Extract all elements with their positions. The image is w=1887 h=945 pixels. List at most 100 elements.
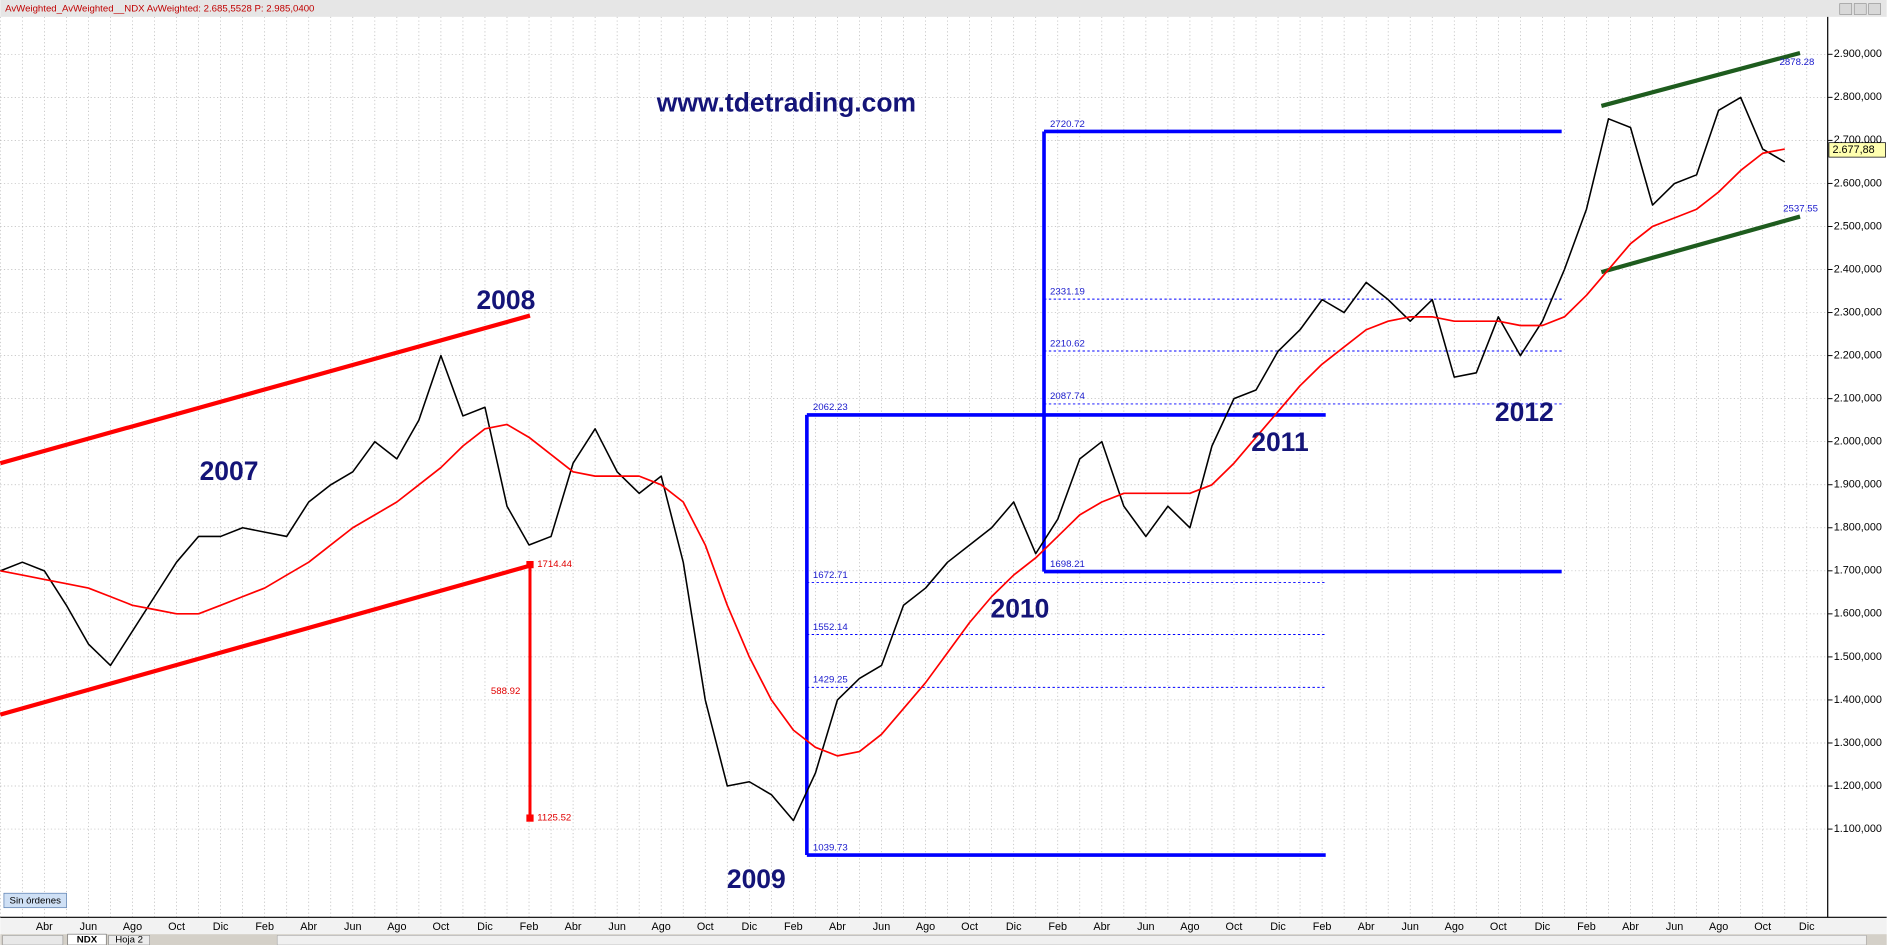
measure-label: 1714.44 [537, 559, 572, 570]
y-tick-label: 1.200,000 [1834, 780, 1882, 792]
y-tick-label: 2.100,000 [1834, 393, 1882, 405]
x-tick-label: Dic [477, 921, 493, 933]
measure-end [526, 560, 534, 569]
x-tick-label: Oct [1754, 921, 1771, 933]
x-tick-label: Ago [1445, 921, 1464, 933]
x-tick-label: Feb [1048, 921, 1067, 933]
x-axis-bar [0, 917, 1887, 935]
x-tick-label: Jun [873, 921, 890, 933]
x-tick-label: Jun [1666, 921, 1683, 933]
y-tick-label: 1.600,000 [1834, 608, 1882, 620]
y-tick-label: 2.800,000 [1834, 91, 1882, 103]
year-label: 2012 [1495, 397, 1554, 427]
x-tick-label: Abr [565, 921, 582, 933]
channel-line [1600, 50, 1801, 108]
x-tick-label: Feb [255, 921, 274, 933]
x-tick-label: Jun [1401, 921, 1418, 933]
x-tick-label: Dic [1006, 921, 1022, 933]
x-tick-label: Abr [829, 921, 846, 933]
x-tick-label: Dic [1535, 921, 1551, 933]
fib-label: 1672.71 [813, 570, 848, 581]
x-tick-label: Feb [784, 921, 803, 933]
grid [0, 16, 1828, 918]
x-tick-label: Oct [1490, 921, 1507, 933]
year-label: 2011 [1251, 427, 1308, 457]
x-tick-label: Oct [1226, 921, 1243, 933]
plot: 2062.23 1039.73 1672.71 1552.14 1429.25 2720.… [0, 50, 1818, 857]
series-line [0, 96, 1786, 822]
y-tick-label: 1.700,000 [1834, 565, 1882, 577]
window-button[interactable] [1868, 3, 1881, 15]
series-line [0, 148, 1785, 757]
x-tick-label: Abr [1093, 921, 1110, 933]
tab-nav[interactable] [2, 935, 64, 945]
fib-label: 1429.25 [813, 675, 848, 686]
channel-line [0, 313, 531, 466]
measure-label: 588.92 [491, 686, 520, 697]
y-tick-label: 1.800,000 [1834, 522, 1882, 534]
x-tick-label: Abr [1622, 921, 1639, 933]
measure-label: 1125.52 [537, 813, 571, 824]
status-button[interactable] [3, 892, 67, 909]
year-label: 2008 [476, 285, 535, 315]
x-tick-label: Dic [1270, 921, 1286, 933]
x-tick-label: Jun [80, 921, 97, 933]
x-tick-label: Oct [697, 921, 714, 933]
y-tick-label: 1.500,000 [1834, 651, 1882, 663]
fib-label: 1698.21 [1050, 559, 1085, 570]
watermark: www.tdetrading.com [656, 88, 916, 118]
price-label: 2878.28 [1780, 57, 1815, 68]
status-text: Sin órdenes [10, 896, 62, 907]
x-tick-label: Oct [168, 921, 185, 933]
x-tick-label: Feb [520, 921, 539, 933]
measure-end [526, 814, 534, 822]
year-label: 2009 [727, 864, 786, 894]
x-tick-label: Abr [36, 921, 53, 933]
y-tick-label: 2.000,000 [1834, 436, 1882, 448]
tab-label: Hoja 2 [115, 935, 143, 945]
x-tick-label: Feb [1577, 921, 1596, 933]
x-tick-label: Ago [387, 921, 406, 933]
x-tick-label: Dic [1799, 921, 1815, 933]
last-price-label: 2.677,88 [1833, 144, 1875, 156]
y-tick-label: 1.300,000 [1834, 737, 1882, 749]
x-tick-label: Oct [961, 921, 978, 933]
x-tick-label: Ago [123, 921, 142, 933]
x-tick-label: Jun [608, 921, 625, 933]
x-tick-label: Ago [1180, 921, 1199, 933]
x-tick-label: Jun [344, 921, 361, 933]
header-bar [0, 0, 1887, 17]
header-text: AvWeighted_AvWeighted__NDX AvWeighted: 2… [5, 4, 314, 15]
x-tick-label: Abr [300, 921, 317, 933]
scrollbar[interactable] [276, 935, 1867, 945]
y-tick-label: 2.500,000 [1834, 220, 1882, 232]
channel-line [0, 563, 531, 717]
y-tick-label: 1.900,000 [1834, 479, 1882, 491]
tab-label: NDX [77, 935, 98, 945]
x-tick-label: Ago [1709, 921, 1728, 933]
y-tick-label: 2.400,000 [1834, 263, 1882, 275]
window-button[interactable] [1839, 3, 1853, 15]
y-tick-label: 2.900,000 [1834, 48, 1882, 60]
tab[interactable] [67, 933, 107, 945]
window-button[interactable] [1853, 3, 1867, 15]
x-tick-label: Jun [1137, 921, 1154, 933]
x-tick-label: Abr [1358, 921, 1375, 933]
fib-label: 2087.74 [1050, 391, 1085, 402]
y-tick-label: 1.400,000 [1834, 694, 1882, 706]
channel-line [1600, 214, 1801, 275]
fib-label: 2331.19 [1050, 286, 1085, 297]
y-tick-label: 2.200,000 [1834, 349, 1882, 361]
year-label: 2010 [990, 593, 1049, 623]
y-tick-label: 1.100,000 [1834, 823, 1882, 835]
fib-label: 2210.62 [1050, 338, 1085, 349]
fib-label: 1039.73 [813, 842, 848, 853]
x-tick-label: Dic [742, 921, 758, 933]
price-label: 2537.55 [1783, 204, 1818, 215]
last-price-box [1828, 142, 1886, 158]
tab[interactable] [108, 935, 150, 945]
fib-label: 2062.23 [813, 402, 848, 413]
